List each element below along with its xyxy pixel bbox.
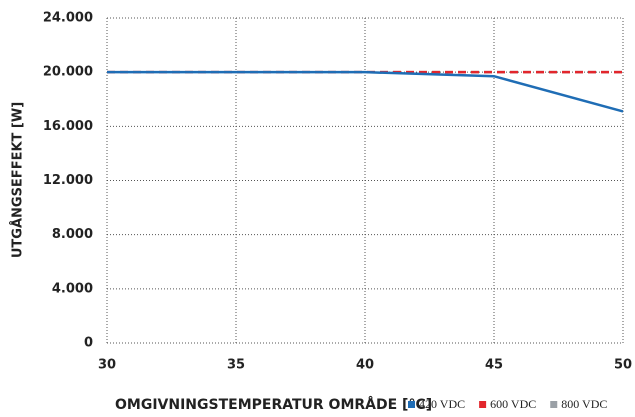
legend-text: 420 VDC: [419, 397, 465, 411]
y-tick-label: 4.000: [52, 281, 93, 296]
x-tick-label: 45: [485, 358, 503, 373]
y-tick-label: 20.000: [43, 65, 93, 80]
y-axis-label: UTGÅNGSEFFEKT [W]: [10, 102, 26, 258]
x-axis-label: OMGIVNINGSTEMPERATUR OMRÅDE [°C]: [115, 396, 432, 413]
legend-swatch: [408, 401, 415, 408]
y-tick-label: 0: [84, 336, 93, 351]
legend-text: 600 VDC: [490, 397, 536, 411]
x-tick-label: 30: [98, 358, 116, 373]
series-line: [107, 70, 624, 113]
legend-swatch: [479, 401, 487, 408]
y-tick-label: 8.000: [52, 227, 93, 242]
y-tick-label: 12.000: [43, 173, 93, 188]
y-tick-label: 24.000: [43, 11, 93, 26]
legend-text: 800 VDC: [561, 397, 607, 411]
x-tick-label: 35: [227, 358, 245, 373]
legend-swatch: [550, 401, 558, 408]
x-tick-label: 50: [614, 358, 632, 373]
y-tick-label: 16.000: [43, 119, 93, 134]
x-tick-label: 40: [356, 358, 374, 373]
